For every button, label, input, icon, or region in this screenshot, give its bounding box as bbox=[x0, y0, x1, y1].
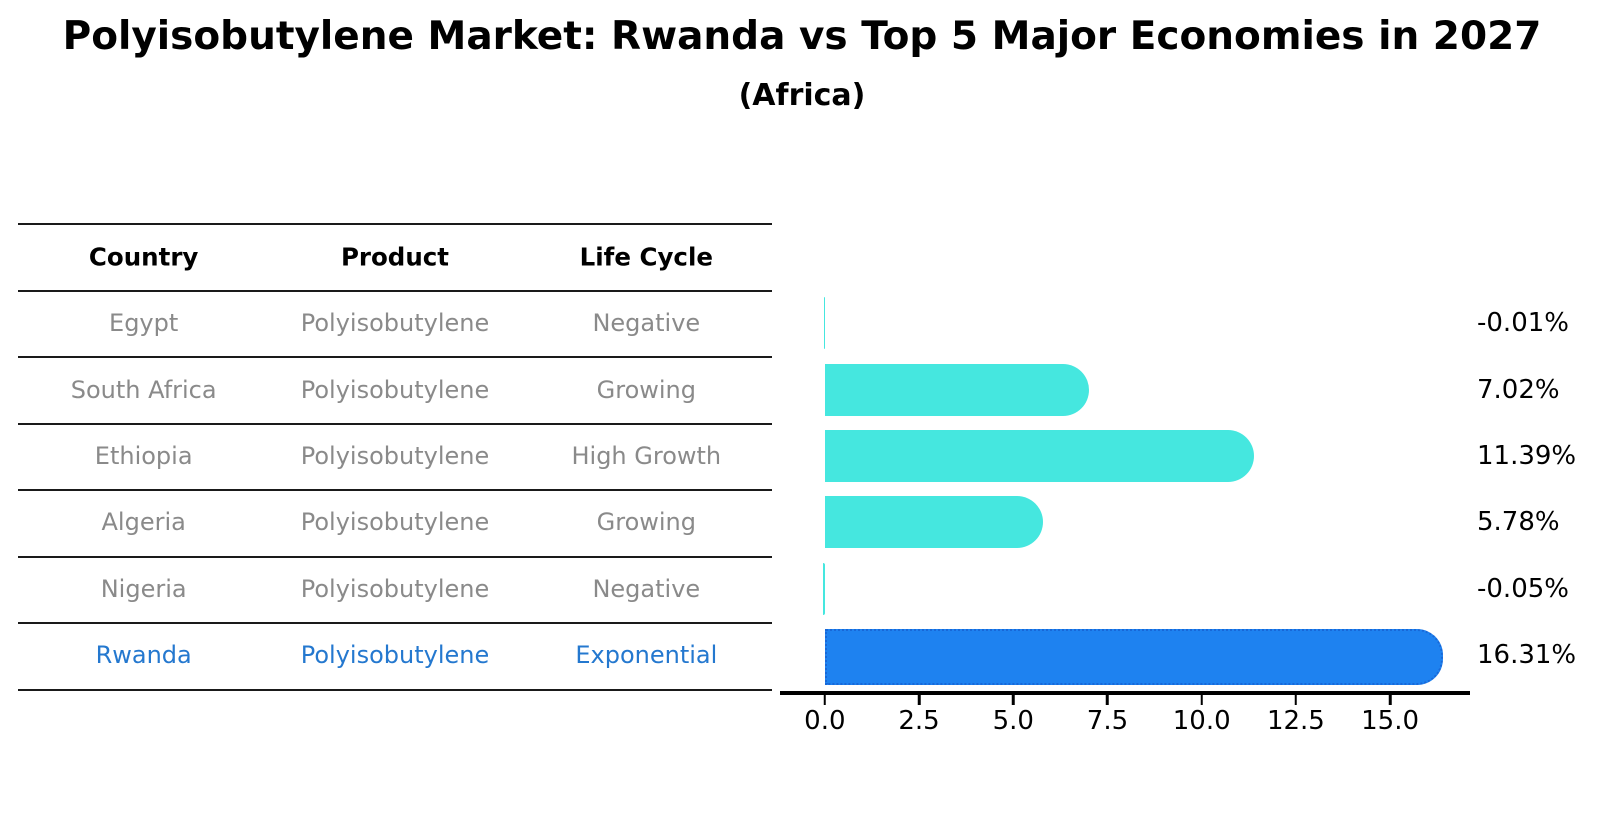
table-row-egypt: Egypt Polyisobutylene Negative bbox=[18, 309, 772, 337]
x-axis-tick bbox=[1388, 694, 1392, 705]
life-cycle-cell: Exponential bbox=[575, 641, 718, 669]
country-cell: Nigeria bbox=[100, 575, 187, 603]
table-divider bbox=[18, 622, 772, 624]
product-cell: Polyisobutylene bbox=[300, 376, 490, 404]
x-axis-line bbox=[780, 691, 1470, 695]
bar-rwanda bbox=[824, 629, 1444, 685]
table-divider bbox=[18, 556, 772, 558]
country-cell: Ethiopia bbox=[94, 442, 193, 470]
life-cycle-cell: Growing bbox=[596, 376, 696, 404]
product-cell: Polyisobutylene bbox=[300, 309, 490, 337]
table-header-row: Country Product Life Cycle bbox=[18, 243, 772, 272]
x-axis-tick-label: 12.5 bbox=[1266, 706, 1325, 736]
x-axis-tick-label: 10.0 bbox=[1172, 706, 1231, 736]
x-axis-tick bbox=[823, 694, 827, 705]
table-divider bbox=[18, 489, 772, 491]
life-cycle-cell: High Growth bbox=[571, 442, 722, 470]
x-axis-tick-label: 7.5 bbox=[1086, 706, 1129, 736]
table-divider bbox=[18, 689, 772, 691]
bar-algeria bbox=[824, 496, 1043, 548]
x-axis-tick bbox=[1294, 694, 1298, 705]
table-row-nigeria: Nigeria Polyisobutylene Negative bbox=[18, 575, 772, 603]
column-header-product: Product bbox=[340, 242, 450, 272]
x-axis-tick bbox=[1200, 694, 1203, 705]
table-row-south-africa: South Africa Polyisobutylene Growing bbox=[18, 376, 772, 404]
product-cell: Polyisobutylene bbox=[300, 442, 490, 470]
value-label-rwanda: 16.31% bbox=[1477, 640, 1577, 670]
value-label-nigeria: -0.05% bbox=[1477, 574, 1569, 604]
chart-subtitle: (Africa) bbox=[738, 78, 866, 113]
life-cycle-cell: Negative bbox=[592, 575, 701, 603]
x-axis-tick-label: 5.0 bbox=[992, 706, 1034, 736]
table-row-algeria: Algeria Polyisobutylene Growing bbox=[18, 508, 772, 536]
country-cell: Egypt bbox=[109, 309, 179, 337]
life-cycle-cell: Growing bbox=[596, 508, 696, 536]
table-divider bbox=[18, 423, 772, 425]
chart-title: Polyisobutylene Market: Rwanda vs Top 5 … bbox=[62, 14, 1542, 59]
value-label-ethiopia: 11.39% bbox=[1477, 441, 1577, 471]
value-label-algeria: 5.78% bbox=[1477, 507, 1560, 537]
table-row-rwanda: Rwanda Polyisobutylene Exponential bbox=[18, 641, 772, 669]
country-cell: South Africa bbox=[70, 376, 217, 404]
value-label-egypt: -0.01% bbox=[1477, 308, 1569, 338]
bar-nigeria bbox=[822, 563, 825, 615]
bar-south-africa bbox=[824, 364, 1090, 416]
product-cell: Polyisobutylene bbox=[300, 641, 490, 669]
table-row-ethiopia: Ethiopia Polyisobutylene High Growth bbox=[18, 442, 772, 470]
table-divider bbox=[18, 223, 772, 225]
product-cell: Polyisobutylene bbox=[300, 508, 490, 536]
value-label-south-africa: 7.02% bbox=[1477, 375, 1560, 405]
x-axis-tick bbox=[1012, 694, 1015, 705]
x-axis-tick bbox=[917, 694, 921, 705]
life-cycle-cell: Negative bbox=[592, 309, 701, 337]
x-axis-tick-label: 2.5 bbox=[898, 706, 940, 736]
country-cell: Algeria bbox=[101, 508, 186, 536]
bar-ethiopia bbox=[824, 430, 1255, 482]
table-divider bbox=[18, 356, 772, 358]
country-cell: Rwanda bbox=[95, 641, 192, 669]
column-header-life-cycle: Life Cycle bbox=[579, 242, 713, 272]
table-divider bbox=[18, 290, 772, 292]
x-axis-tick-label: 15.0 bbox=[1361, 706, 1420, 736]
x-axis-tick bbox=[1106, 694, 1109, 705]
x-axis-tick-label: 0.0 bbox=[804, 706, 846, 736]
column-header-country: Country bbox=[88, 242, 199, 272]
product-cell: Polyisobutylene bbox=[300, 575, 490, 603]
